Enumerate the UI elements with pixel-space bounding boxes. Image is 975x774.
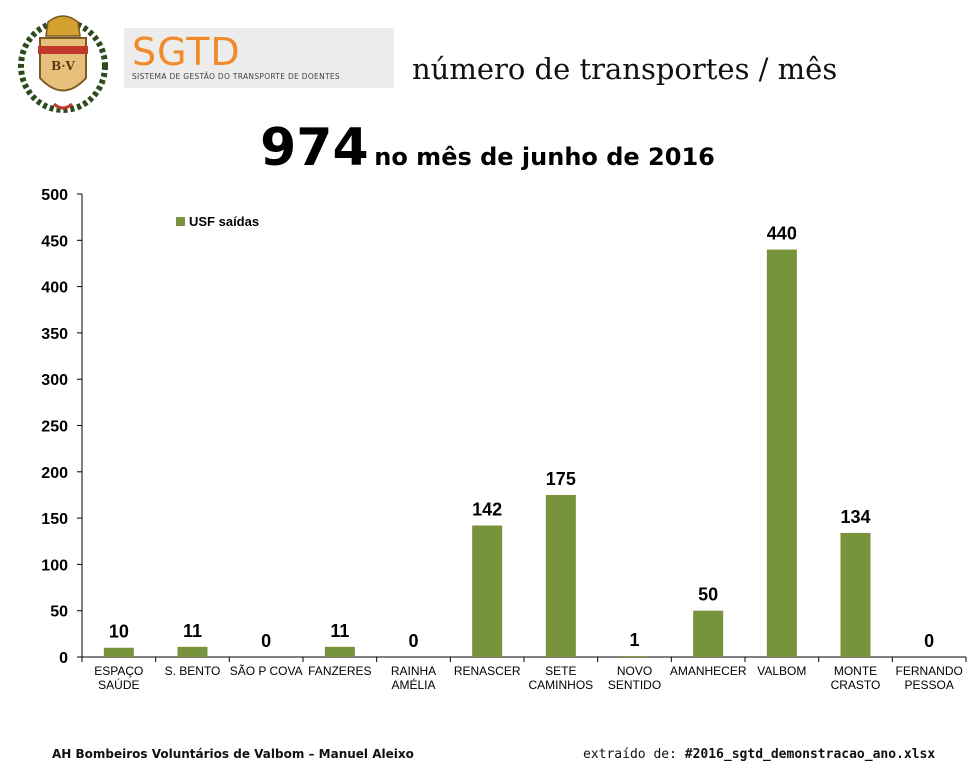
y-tick-label: 500 [41,187,68,204]
bar [177,646,208,657]
y-tick-label: 400 [41,280,68,297]
category-label: ESPAÇO SAÚDE [94,664,143,692]
y-tick-label: 150 [41,511,68,528]
data-label: 142 [472,500,502,520]
footer-author: AH Bombeiros Voluntários de Valbom – Man… [52,747,414,761]
data-label: 134 [840,507,870,527]
y-tick-label: 100 [41,557,68,574]
category-label: S. BENTO [165,664,221,678]
category-label-line: PESSOA [904,678,953,692]
data-label: 440 [767,224,797,244]
category-label-line: MONTE [834,664,877,678]
category-label-line: AMÉLIA [391,677,435,692]
footer-source: extraído de: #2016_sgtd_demonstracao_ano… [583,747,935,762]
category-label-line: VALBOM [757,664,806,678]
data-label: 11 [183,621,202,641]
headline-total: 974 [260,118,369,178]
headline-text: no mês de junho de 2016 [374,143,715,171]
y-tick-label: 300 [41,372,68,389]
bar [103,647,134,657]
category-label-line: RENASCER [454,664,521,678]
data-label: 0 [924,631,934,651]
bar [545,494,576,657]
category-label: RAINHA AMÉLIA [391,664,436,692]
category-label-line: CRASTO [831,678,881,692]
y-tick-label: 200 [41,465,68,482]
category-label-line: NOVO [617,664,652,678]
footer-source-prefix: extraído de: [583,747,677,762]
bar [693,610,724,657]
sgtd-logo-subtitle: SISTEMA DE GESTÃO DO TRANSPORTE DE DOENT… [132,72,340,81]
sgtd-logo: SGTD SISTEMA DE GESTÃO DO TRANSPORTE DE … [124,28,394,88]
category-label: VALBOM [757,664,806,678]
data-label: 1 [629,630,639,650]
category-label-line: AMANHECER [670,664,747,678]
bar [324,646,355,657]
sgtd-logo-title: SGTD [132,30,241,74]
legend-label: USF saídas [189,214,259,229]
crest-initials: B·V [51,59,75,73]
data-label: 175 [546,469,576,489]
category-label-line: RAINHA [391,664,436,678]
footer-source-file: #2016_sgtd_demonstracao_ano.xlsx [684,747,936,762]
bar [472,525,503,657]
y-tick-label: 50 [50,604,68,621]
page-title: número de transportes / mês [412,52,838,86]
legend-swatch [176,217,185,226]
category-label: SETE CAMINHOS [528,664,593,692]
category-label: RENASCER [454,664,521,678]
bar [840,532,871,657]
bombeiros-crest-logo: B·V [18,15,108,113]
data-label: 0 [261,631,271,651]
category-label-line: FERNANDO [895,664,962,678]
category-label-line: S. BENTO [165,664,221,678]
category-label-line: SÃO P COVA [230,664,303,678]
category-label-line: ESPAÇO [94,664,143,678]
data-label: 0 [408,631,418,651]
category-label: FERNANDO PESSOA [895,664,962,692]
category-label: NOVO SENTIDO [608,664,661,692]
y-tick-label: 450 [41,233,68,250]
category-label-line: CAMINHOS [528,678,593,692]
bar [619,656,650,657]
data-label: 11 [330,621,349,641]
category-label-line: SAÚDE [98,677,139,692]
data-label: 50 [698,585,718,605]
category-label: AMANHECER [670,664,747,678]
category-label-line: SENTIDO [608,678,661,692]
y-tick-label: 0 [59,650,68,667]
y-tick-label: 250 [41,419,68,436]
category-label: FANZERES [308,664,371,678]
chart-headline: 974 no mês de junho de 2016 [0,118,975,178]
category-label: MONTE CRASTO [831,664,881,692]
category-label: SÃO P COVA [230,664,303,678]
bar [766,249,797,657]
data-label: 10 [109,622,129,642]
y-tick-label: 350 [41,326,68,343]
category-label-line: FANZERES [308,664,371,678]
category-label-line: SETE [545,664,576,678]
